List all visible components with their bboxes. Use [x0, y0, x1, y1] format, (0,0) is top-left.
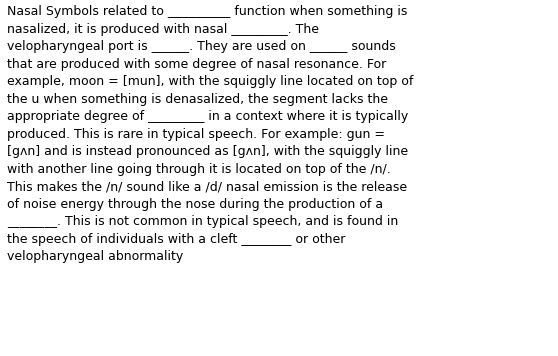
- Text: Nasal Symbols related to __________ function when something is
nasalized, it is : Nasal Symbols related to __________ func…: [7, 5, 413, 263]
